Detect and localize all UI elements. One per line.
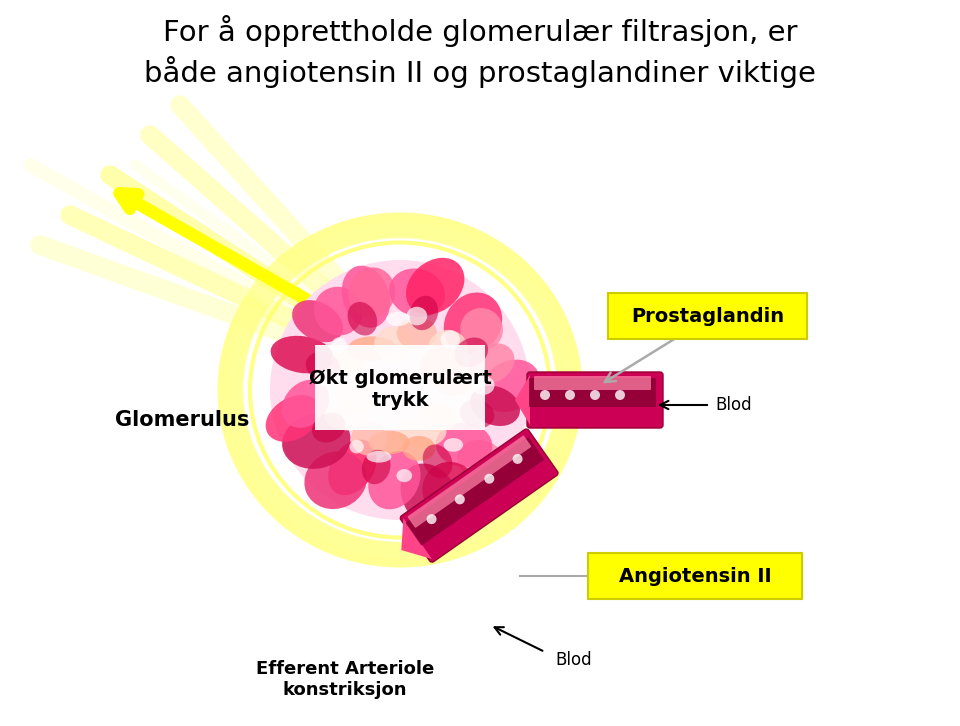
Ellipse shape <box>374 327 414 362</box>
Ellipse shape <box>441 330 460 348</box>
Circle shape <box>615 390 625 400</box>
Ellipse shape <box>386 311 410 326</box>
Text: Økt glomerulært
trykk: Økt glomerulært trykk <box>308 370 492 410</box>
FancyBboxPatch shape <box>588 553 802 599</box>
Ellipse shape <box>328 439 376 495</box>
Ellipse shape <box>444 293 502 354</box>
Polygon shape <box>401 518 432 559</box>
Circle shape <box>270 260 530 520</box>
Ellipse shape <box>402 436 436 461</box>
Ellipse shape <box>282 380 329 428</box>
Text: Efferent Arteriole
konstriksjon: Efferent Arteriole konstriksjon <box>256 660 434 699</box>
Circle shape <box>484 473 494 484</box>
Ellipse shape <box>306 352 340 380</box>
Ellipse shape <box>471 375 494 395</box>
Ellipse shape <box>480 359 540 412</box>
Ellipse shape <box>331 338 347 353</box>
Ellipse shape <box>367 451 392 462</box>
Ellipse shape <box>436 423 492 467</box>
FancyBboxPatch shape <box>406 437 544 545</box>
Text: Blod: Blod <box>715 396 752 414</box>
FancyBboxPatch shape <box>400 429 558 562</box>
Circle shape <box>426 514 437 524</box>
Polygon shape <box>515 375 530 425</box>
Ellipse shape <box>396 317 437 349</box>
Ellipse shape <box>470 386 520 426</box>
Ellipse shape <box>396 417 446 447</box>
Circle shape <box>455 494 465 505</box>
Ellipse shape <box>422 444 452 478</box>
Ellipse shape <box>369 431 410 454</box>
Ellipse shape <box>362 450 391 484</box>
FancyBboxPatch shape <box>527 372 663 428</box>
Ellipse shape <box>282 414 350 469</box>
FancyBboxPatch shape <box>408 436 531 528</box>
Ellipse shape <box>457 440 505 480</box>
Ellipse shape <box>435 372 471 396</box>
Ellipse shape <box>292 300 343 342</box>
Ellipse shape <box>312 413 346 442</box>
Ellipse shape <box>348 267 396 318</box>
Ellipse shape <box>460 308 503 351</box>
Text: Glomerulus: Glomerulus <box>115 410 250 430</box>
Text: Blod: Blod <box>555 651 591 669</box>
FancyBboxPatch shape <box>534 376 651 390</box>
Ellipse shape <box>389 269 445 317</box>
Ellipse shape <box>271 336 334 373</box>
Ellipse shape <box>444 438 463 452</box>
Ellipse shape <box>396 469 412 482</box>
FancyBboxPatch shape <box>608 293 807 339</box>
Ellipse shape <box>420 346 465 386</box>
Ellipse shape <box>406 258 465 314</box>
Ellipse shape <box>324 405 371 431</box>
Ellipse shape <box>348 336 396 361</box>
Ellipse shape <box>304 452 367 509</box>
FancyBboxPatch shape <box>315 345 485 430</box>
Ellipse shape <box>349 440 364 454</box>
Ellipse shape <box>351 421 387 456</box>
Ellipse shape <box>422 462 477 517</box>
Ellipse shape <box>406 306 427 325</box>
Ellipse shape <box>266 395 321 441</box>
Ellipse shape <box>348 302 377 335</box>
Circle shape <box>590 390 600 400</box>
Text: For å opprettholde glomerulær filtrasjon, er
både angiotensin II og prostaglandi: For å opprettholde glomerulær filtrasjon… <box>144 15 816 88</box>
Text: Prostaglandin: Prostaglandin <box>631 306 784 325</box>
Text: Angiotensin II: Angiotensin II <box>618 566 771 585</box>
Ellipse shape <box>331 348 367 372</box>
Ellipse shape <box>419 404 457 432</box>
Ellipse shape <box>342 266 390 327</box>
Circle shape <box>513 454 522 464</box>
Circle shape <box>540 390 550 400</box>
Ellipse shape <box>338 378 378 413</box>
Ellipse shape <box>369 451 420 510</box>
Ellipse shape <box>468 343 515 384</box>
Ellipse shape <box>428 330 468 370</box>
Ellipse shape <box>314 287 363 335</box>
Ellipse shape <box>315 371 330 386</box>
FancyBboxPatch shape <box>529 378 656 407</box>
Ellipse shape <box>410 295 438 330</box>
Ellipse shape <box>400 463 459 529</box>
Circle shape <box>565 390 575 400</box>
Ellipse shape <box>454 338 488 367</box>
Ellipse shape <box>460 399 494 428</box>
